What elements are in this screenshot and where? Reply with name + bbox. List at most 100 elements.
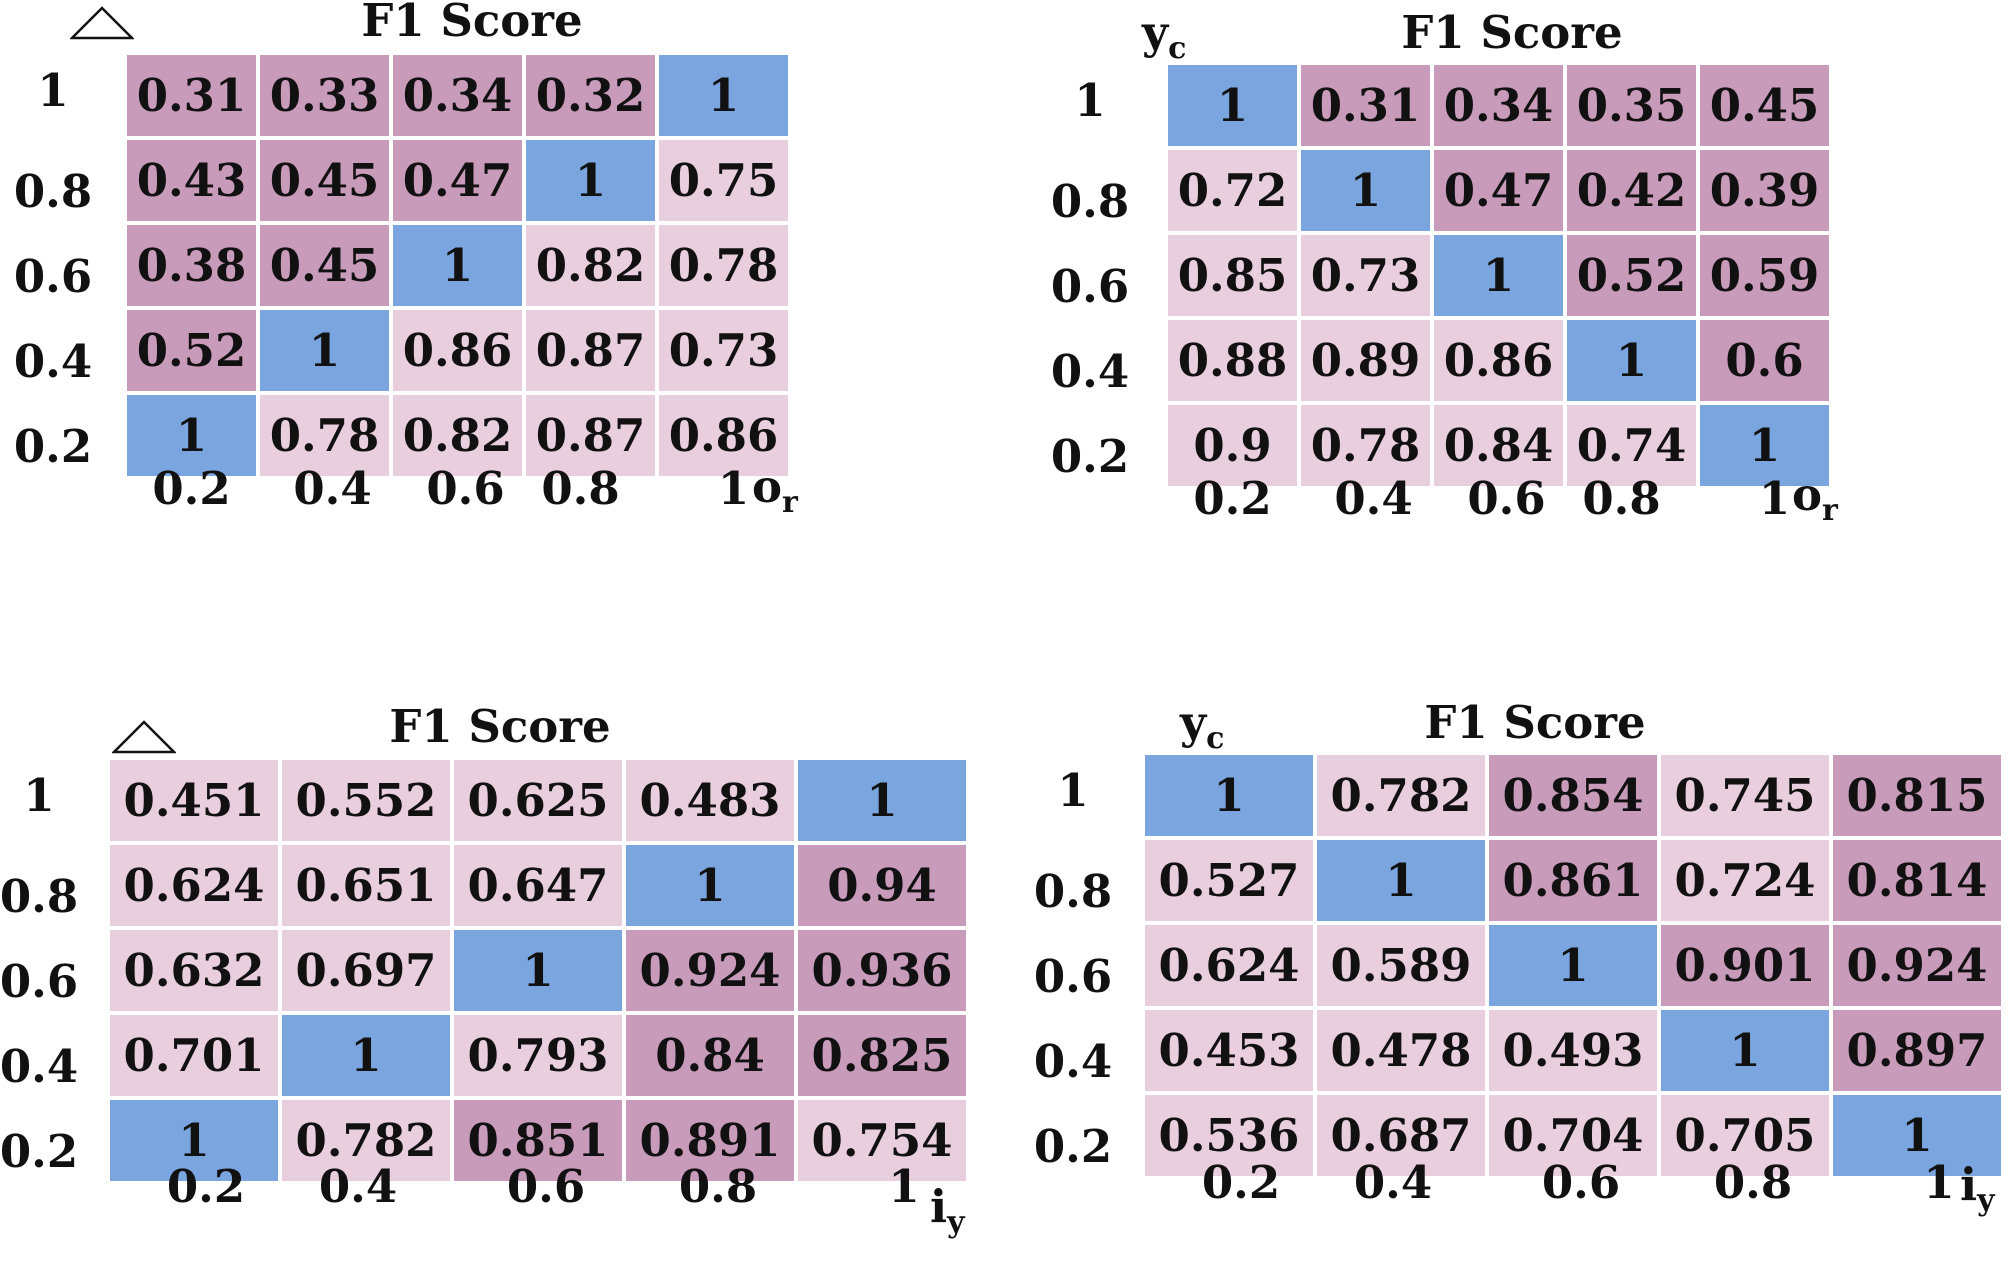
x-axis-name: or xyxy=(752,460,798,520)
heatmap-cell: 0.704 xyxy=(1487,1093,1659,1178)
y-tick-label: 1 xyxy=(1074,73,1106,127)
heatmap-cell: 0.745 xyxy=(1659,753,1831,838)
y-tick-label: 0.8 xyxy=(1050,174,1130,228)
x-tick-label: 0.6 xyxy=(1541,1156,1621,1209)
chart-title: F1 Score xyxy=(1424,696,1646,749)
heatmap-cell: 0.724 xyxy=(1659,838,1831,923)
heatmap-cell: 0.924 xyxy=(1831,923,2003,1008)
heatmap-cell: 0.33 xyxy=(258,53,391,138)
x-tick-label: 1 xyxy=(1923,1156,1955,1209)
heatmap-cell: 1 xyxy=(1659,1008,1831,1093)
x-axis-name-base: i xyxy=(930,1180,948,1233)
heatmap-cell: 0.34 xyxy=(391,53,524,138)
heatmap-cell: 0.52 xyxy=(1565,233,1698,318)
heatmap-cell: 1 xyxy=(1487,923,1659,1008)
x-axis-name: iy xyxy=(1960,1158,1995,1218)
heatmap-cell: 1 xyxy=(524,138,657,223)
heatmap-cell: 0.6 xyxy=(1698,318,1831,403)
heatmap-cell: 0.793 xyxy=(452,1013,624,1098)
heatmap-cell: 0.86 xyxy=(1432,318,1565,403)
heatmap-cell: 0.782 xyxy=(280,1098,452,1183)
y-axis-name: yc xyxy=(1180,696,1224,756)
heatmap-cell: 0.552 xyxy=(280,758,452,843)
heatmap-cell: 1 xyxy=(1315,838,1487,923)
heatmap-cell: 0.47 xyxy=(391,138,524,223)
heatmap-cell: 0.527 xyxy=(1143,838,1315,923)
heatmap-cell: 0.687 xyxy=(1315,1093,1487,1178)
heatmap-cell: 0.35 xyxy=(1565,63,1698,148)
heatmap-cell: 0.483 xyxy=(624,758,796,843)
heatmap-cell: 0.924 xyxy=(624,928,796,1013)
heatmap-cell: 0.31 xyxy=(125,53,258,138)
heatmap-cell: 0.478 xyxy=(1315,1008,1487,1093)
heatmap-cell: 1 xyxy=(391,223,524,308)
heatmap-cell: 1 xyxy=(1299,148,1432,233)
y-axis-name-subscript: c xyxy=(1168,31,1187,66)
heatmap-cell: 0.47 xyxy=(1432,148,1565,233)
heatmap-grid: 1 0.31 0.34 0.35 0.45 0.72 1 0.47 0.42 0.39 0.85 0.… xyxy=(1166,63,1831,488)
heatmap-cell: 0.82 xyxy=(391,393,524,478)
heatmap-cell: 0.89 xyxy=(1299,318,1432,403)
x-tick-label: 0.6 xyxy=(1467,472,1546,525)
heatmap-cell: 1 xyxy=(796,758,968,843)
heatmap-cell: 0.73 xyxy=(657,308,790,393)
heatmap-cell: 0.85 xyxy=(1166,233,1299,318)
chart-title: F1 Score xyxy=(389,700,611,753)
heatmap-cell: 1 xyxy=(1565,318,1698,403)
heatmap-cell: 0.754 xyxy=(796,1098,968,1183)
heatmap-cell: 0.647 xyxy=(452,843,624,928)
heatmap-cell: 0.861 xyxy=(1487,838,1659,923)
x-tick-label: 1 xyxy=(1758,472,1791,525)
y-tick-label: 0.2 xyxy=(1050,429,1130,483)
y-axis-name-base: y xyxy=(1142,6,1169,59)
x-axis-name-subscript: y xyxy=(947,1205,965,1240)
heatmap-cell: 0.86 xyxy=(391,308,524,393)
x-axis-name-base: o xyxy=(1792,468,1823,521)
y-tick-label: 0.8 xyxy=(0,869,79,923)
x-tick-label: 0.8 xyxy=(1713,1156,1793,1209)
heatmap-cell: 0.94 xyxy=(796,843,968,928)
heatmap-cell: 0.74 xyxy=(1565,403,1698,488)
heatmap-cell: 1 xyxy=(1698,403,1831,488)
heatmap-cell: 0.45 xyxy=(258,138,391,223)
y-tick-label: 0.4 xyxy=(1050,344,1130,398)
heatmap-cell: 1 xyxy=(108,1098,280,1183)
heatmap-cell: 0.936 xyxy=(796,928,968,1013)
heatmap-cell: 0.75 xyxy=(657,138,790,223)
heatmap-cell: 0.84 xyxy=(624,1013,796,1098)
heatmap-cell: 0.897 xyxy=(1831,1008,2003,1093)
x-tick-label: 0.2 xyxy=(1201,1156,1281,1209)
x-tick-label: 0.4 xyxy=(318,1160,398,1213)
heatmap-cell: 0.87 xyxy=(524,393,657,478)
y-tick-label: 0.8 xyxy=(13,164,93,218)
heatmap-cell: 0.84 xyxy=(1432,403,1565,488)
x-axis-name: or xyxy=(1792,468,1838,528)
heatmap-cell: 0.701 xyxy=(108,1013,280,1098)
heatmap-cell: 0.697 xyxy=(280,928,452,1013)
heatmap-cell: 1 xyxy=(1143,753,1315,838)
heatmap-cell: 0.651 xyxy=(280,843,452,928)
y-axis-name: yc xyxy=(1142,6,1186,66)
x-tick-label: 0.6 xyxy=(426,462,505,515)
x-tick-label: 0.6 xyxy=(506,1160,586,1213)
heatmap-cell: 0.78 xyxy=(657,223,790,308)
heatmap-cell: 0.78 xyxy=(258,393,391,478)
chart-title: F1 Score xyxy=(1401,6,1623,59)
y-tick-label: 0.6 xyxy=(13,249,93,303)
heatmap-cell: 0.624 xyxy=(108,843,280,928)
y-tick-label: 0.2 xyxy=(1033,1119,1113,1173)
heatmap-cell: 0.901 xyxy=(1659,923,1831,1008)
heatmap-cell: 0.45 xyxy=(1698,63,1831,148)
heatmap-grid: 0.451 0.552 0.625 0.483 1 0.624 0.651 0.647 1 0.9… xyxy=(108,758,968,1183)
y-tick-label: 0.2 xyxy=(0,1124,79,1178)
y-tick-label: 0.6 xyxy=(1050,259,1130,313)
heatmap-cell: 0.88 xyxy=(1166,318,1299,403)
x-axis-name-base: o xyxy=(752,460,783,513)
heatmap-cell: 0.589 xyxy=(1315,923,1487,1008)
y-tick-label: 1 xyxy=(1057,763,1089,817)
y-tick-label: 0.6 xyxy=(0,954,79,1008)
heatmap-cell: 0.782 xyxy=(1315,753,1487,838)
x-axis-name-subscript: r xyxy=(1822,493,1838,528)
heatmap-cell: 1 xyxy=(280,1013,452,1098)
heatmap-cell: 0.59 xyxy=(1698,233,1831,318)
